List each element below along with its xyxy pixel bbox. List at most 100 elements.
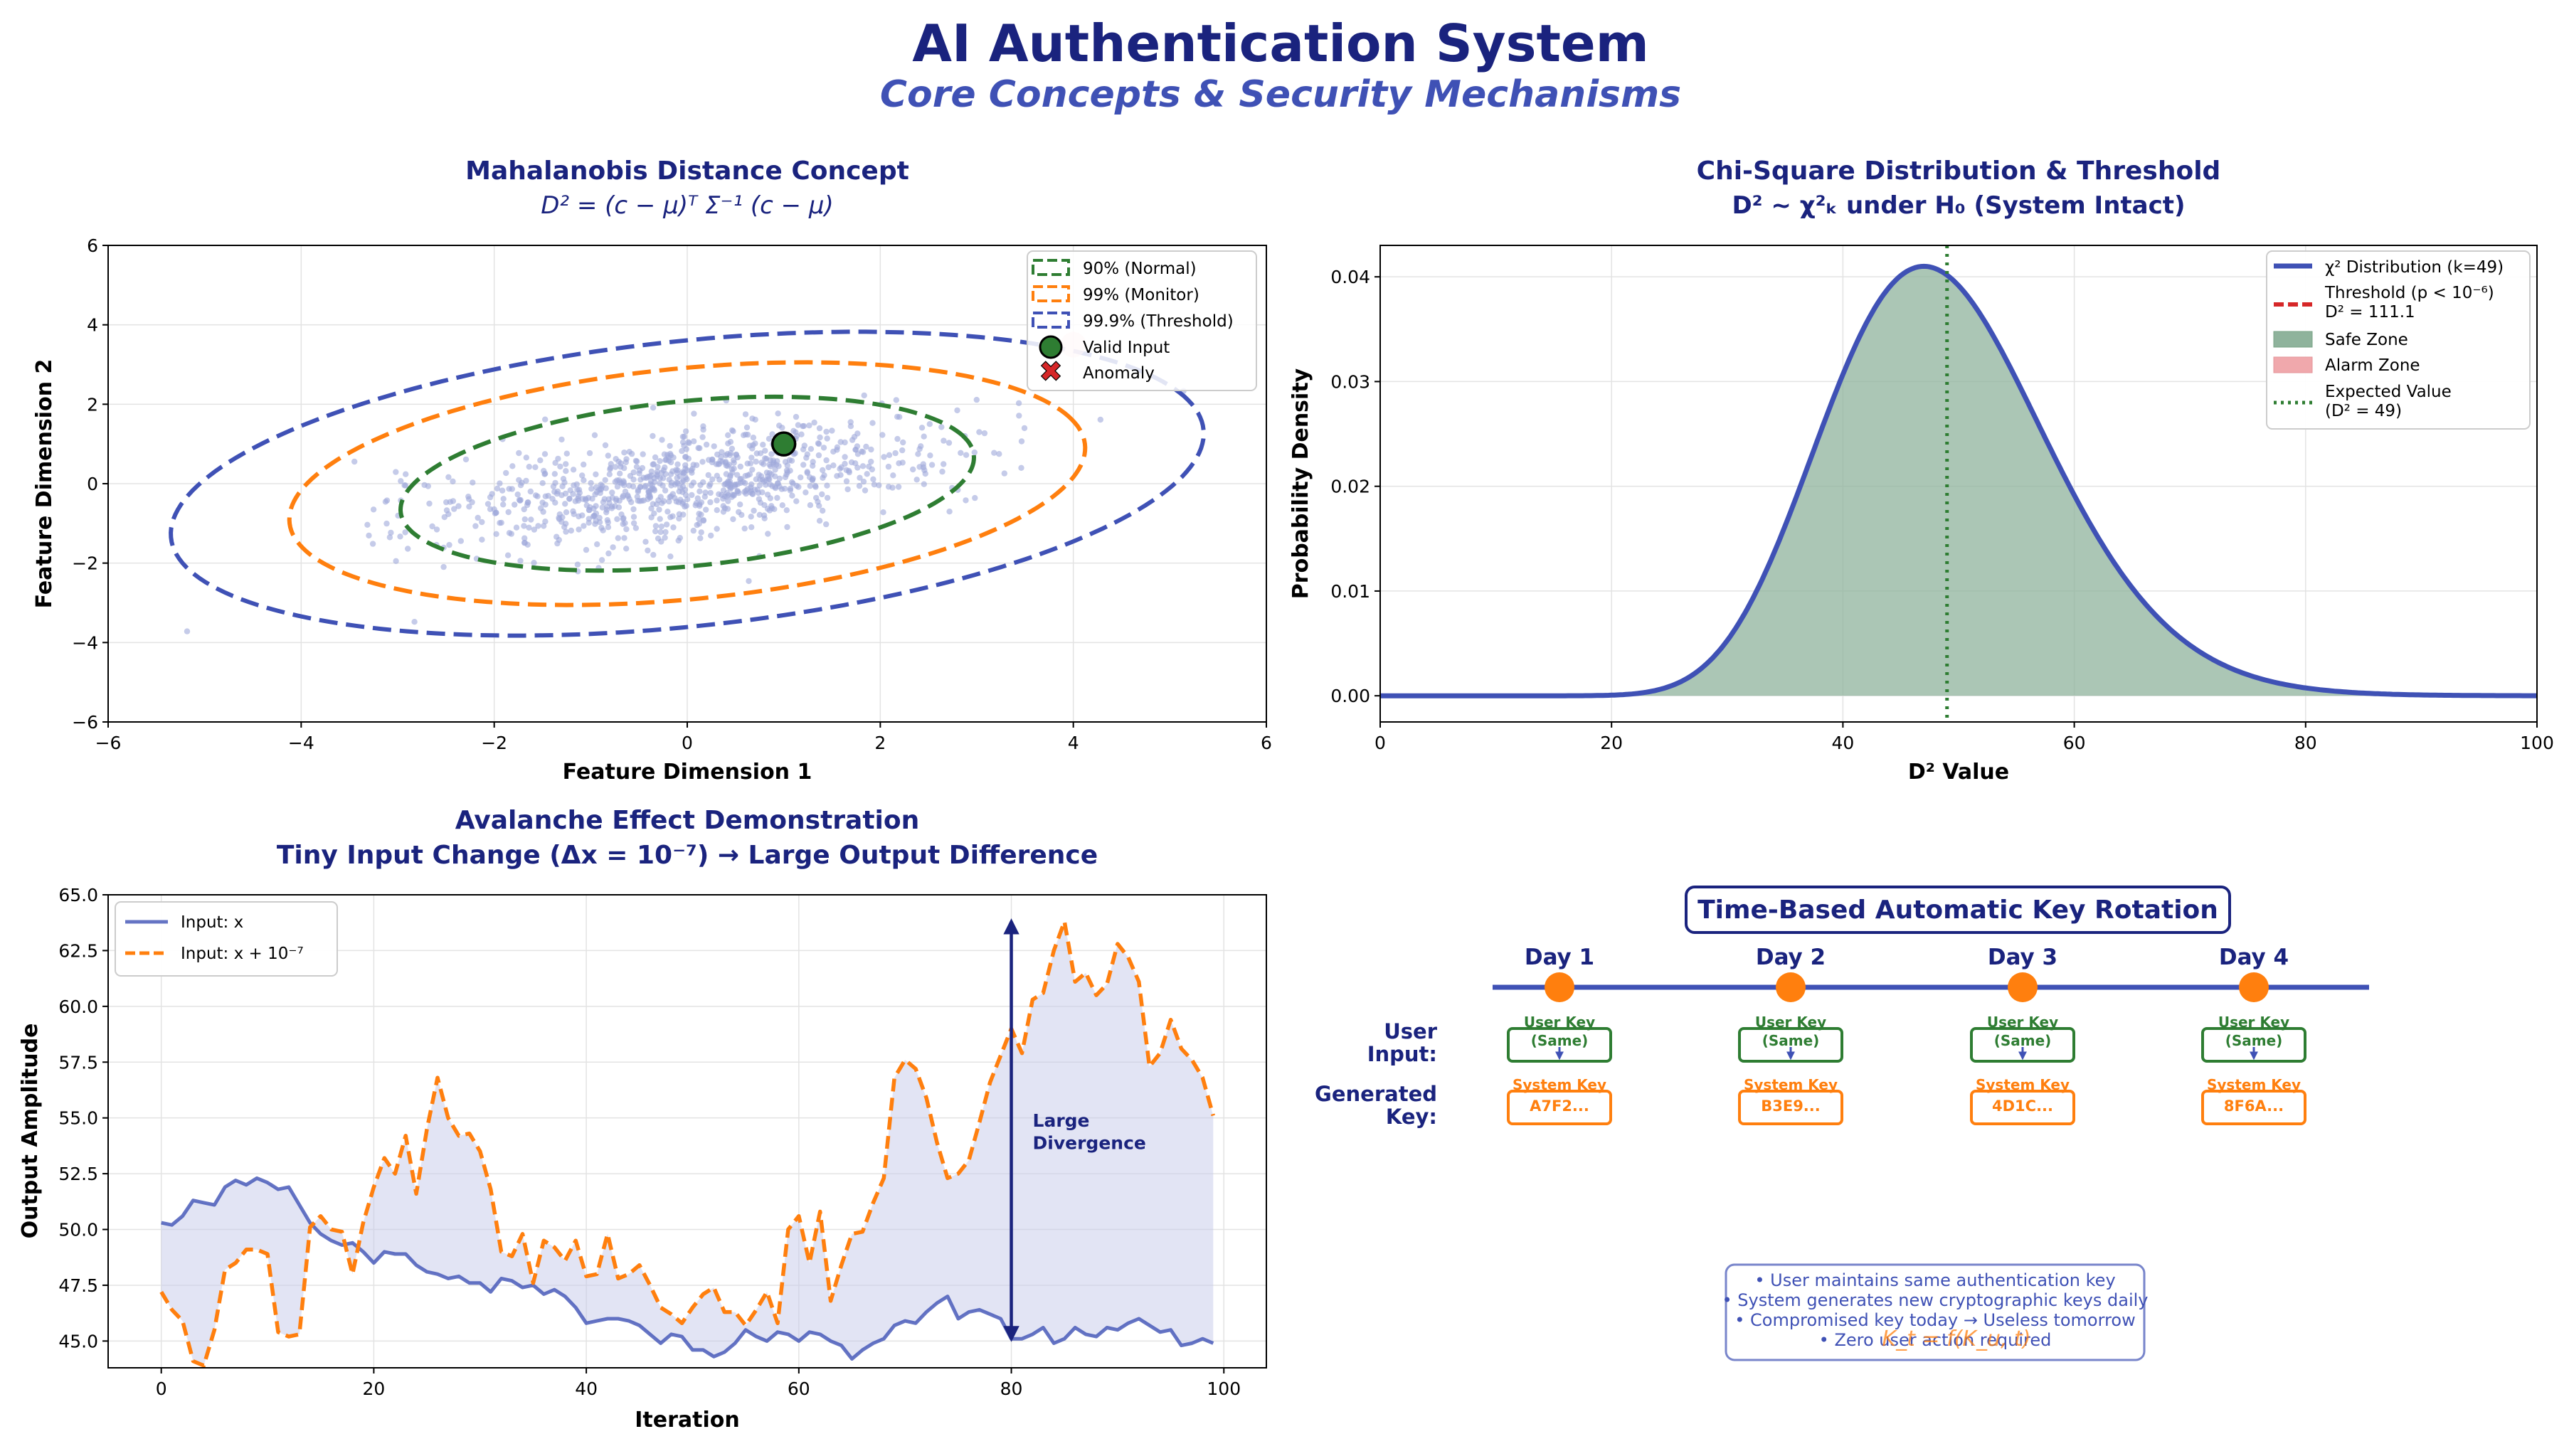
chi-square-subtitle: D² ~ χ²ₖ under H₀ (System Intact) [1732, 191, 2185, 220]
scatter-point [506, 486, 512, 492]
scatter-point [626, 482, 632, 489]
scatter-point [869, 466, 876, 473]
scatter-point [527, 488, 534, 495]
scatter-point [958, 450, 964, 456]
scatter-point [591, 512, 598, 519]
scatter-point [650, 432, 656, 440]
mahalanobis-ellipses [169, 329, 1206, 638]
scatter-point [714, 472, 721, 479]
scatter-point [734, 472, 741, 478]
scatter-point [731, 483, 738, 490]
scatter-point [807, 483, 814, 489]
scatter-point [658, 538, 664, 545]
scatter-point [762, 447, 768, 454]
scatter-point [526, 524, 532, 531]
scatter-point [803, 489, 809, 496]
scatter-point [351, 458, 358, 465]
scatter-point [764, 491, 771, 498]
scatter-point [581, 477, 587, 484]
scatter-point [820, 445, 827, 451]
scatter-point [652, 523, 660, 529]
scatter-point [581, 523, 587, 529]
scatter-point [698, 529, 704, 536]
y-tick-label: 0.00 [1330, 686, 1370, 706]
scatter-point [759, 489, 766, 496]
scatter-point [753, 458, 759, 465]
y-tick-label: 47.5 [58, 1275, 98, 1296]
scatter-point [521, 516, 528, 523]
scatter-point [466, 504, 472, 510]
scatter-point [532, 492, 539, 499]
x-tick-label: 40 [575, 1378, 598, 1399]
scatter-point [810, 459, 816, 465]
chi-square-ticks: 0 20 40 60 80 100 0.00 0.01 0.02 0.03 0.04 [1330, 267, 2554, 753]
scatter-point [753, 476, 760, 482]
scatter-point [765, 531, 771, 537]
scatter-point [750, 435, 757, 441]
scatter-point [688, 482, 695, 489]
scatter-point [648, 505, 655, 512]
y-tick-label: 62.5 [58, 940, 98, 961]
scatter-point [677, 535, 683, 541]
scatter-point [834, 444, 841, 450]
scatter-point [662, 534, 668, 541]
scatter-point [393, 558, 399, 564]
chi-legend-alarm: Alarm Zone [2325, 356, 2420, 375]
scatter-point [790, 427, 797, 434]
scatter-point [681, 442, 687, 449]
scatter-point [720, 503, 726, 509]
user-key-value: (Same) [1762, 1032, 1820, 1049]
scatter-point [714, 526, 720, 532]
scatter-point [679, 447, 685, 455]
scatter-point [750, 442, 756, 448]
chi-legend-expected: Expected Value [2325, 383, 2452, 401]
scatter-point [662, 471, 669, 477]
scatter-point [729, 491, 736, 498]
system-key-label: System Key [1744, 1076, 1838, 1093]
scatter-point [516, 450, 522, 457]
scatter-point [703, 441, 710, 448]
x-tick-label: 4 [1068, 733, 1079, 753]
user-key-box [1507, 1027, 1612, 1063]
scatter-point [896, 460, 902, 467]
scatter-point [555, 455, 561, 462]
figure-title: AI Authentication System [912, 14, 1649, 73]
scatter-point [561, 524, 568, 531]
scatter-point [509, 463, 516, 469]
mahalanobis-legend: 90% (Normal) 99% (Monitor) 99.9% (Thresh… [1027, 250, 1257, 391]
scatter-point [516, 477, 522, 484]
mahalanobis-ylabel: Feature Dimension 2 [32, 359, 57, 609]
scatter-point [729, 469, 736, 476]
scatter-point [609, 494, 615, 501]
scatter-point [563, 450, 570, 457]
scatter-point [686, 440, 692, 447]
scatter-point [676, 515, 682, 522]
scatter-point [991, 450, 997, 456]
system-key-label: System Key [1976, 1076, 2070, 1093]
scatter-point [895, 484, 902, 490]
scatter-point [623, 526, 630, 533]
scatter-point [669, 491, 676, 497]
scatter-point [861, 392, 867, 399]
scatter-point [451, 506, 457, 512]
scatter-point [714, 451, 721, 458]
user-key-label: User Key [2218, 1014, 2289, 1031]
scatter-point [517, 482, 524, 489]
scatter-point [583, 502, 590, 509]
scatter-point [653, 501, 660, 508]
scatter-point [626, 449, 632, 455]
scatter-point [583, 546, 590, 553]
scatter-point [825, 464, 832, 471]
scatter-point [815, 440, 822, 447]
scatter-point [719, 449, 725, 455]
scatter-point [746, 471, 753, 477]
scatter-point [838, 464, 844, 471]
scatter-point [642, 538, 649, 545]
scatter-point [761, 461, 767, 467]
scatter-point [834, 473, 840, 479]
scatter-point [512, 501, 518, 508]
scatter-point [623, 456, 630, 462]
scatter-point [559, 483, 566, 489]
y-tick-label: 0 [87, 474, 98, 494]
